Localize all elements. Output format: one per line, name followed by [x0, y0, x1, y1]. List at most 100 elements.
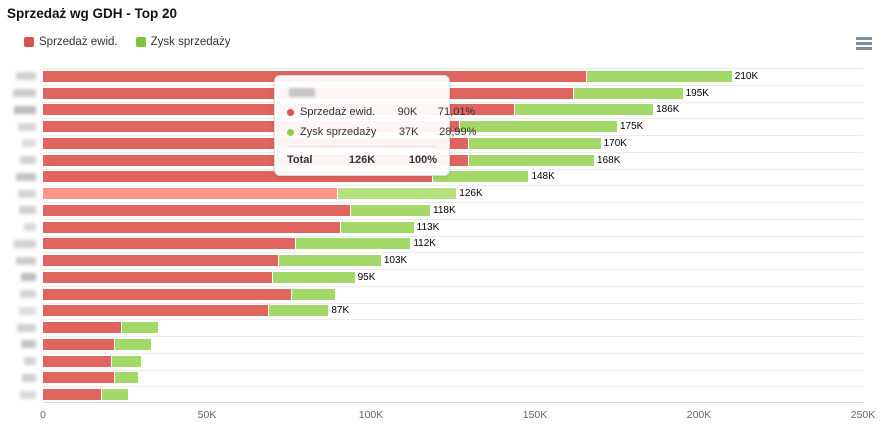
category-label-redacted [19, 206, 36, 215]
category-label-redacted [21, 273, 36, 282]
bar-segment-sprzedaz[interactable] [43, 338, 116, 350]
bar-segment-sprzedaz[interactable] [43, 389, 103, 401]
bar-segment-zysk[interactable] [341, 221, 414, 233]
gridline [43, 202, 863, 203]
tooltip-total-row: Total 126K 100% [287, 154, 437, 166]
tooltip-percent: 28,99% [439, 126, 477, 138]
x-axis-tick-label: 0 [40, 409, 46, 421]
bar-segment-zysk[interactable] [295, 238, 411, 250]
legend-item-zysk[interactable]: Zysk sprzedaży [135, 36, 231, 48]
legend-swatch-red [24, 37, 34, 47]
x-axis-tick-label: 50K [197, 409, 217, 421]
bar-segment-sprzedaz[interactable] [43, 372, 116, 384]
bar-segment-zysk[interactable] [111, 355, 142, 367]
tooltip: Sprzedaż ewid. 90K 71,01% Zysk sprzedaży… [274, 75, 476, 176]
gridline [43, 386, 863, 388]
bar-segment-sprzedaz[interactable] [43, 255, 280, 267]
bar-segment-zysk[interactable] [292, 288, 335, 300]
bar-segment-sprzedaz[interactable] [43, 238, 296, 250]
gridline [43, 336, 863, 337]
bar-segment-zysk[interactable] [102, 389, 129, 401]
bar-segment-sprzedaz[interactable] [43, 204, 352, 216]
bar-segment-zysk[interactable] [459, 121, 617, 133]
bar-segment-sprzedaz[interactable] [43, 355, 112, 367]
tooltip-row-zysk: Zysk sprzedaży 37K 28,99% [287, 126, 476, 138]
bar-total-label: 170K [603, 137, 627, 149]
gridline [43, 352, 863, 354]
category-label-redacted [20, 290, 36, 299]
bar-segment-sprzedaz[interactable] [43, 154, 470, 166]
category-label-redacted [17, 323, 36, 332]
category-label-redacted [18, 122, 36, 131]
bar-total-label: 195K [685, 87, 709, 99]
category-label-redacted [20, 390, 36, 399]
category-label-redacted [16, 72, 36, 81]
bar-segment-zysk[interactable] [587, 70, 732, 82]
green-dot-icon [287, 128, 294, 136]
gridline [43, 135, 863, 136]
category-label-redacted [16, 256, 36, 265]
bar-segment-zysk[interactable] [433, 171, 529, 183]
x-axis-tick-label: 100K [358, 409, 384, 421]
tooltip-total-percent: 100% [408, 154, 437, 166]
bar-total-label: 210K [734, 70, 759, 82]
gridline [43, 369, 863, 371]
bar-segment-sprzedaz[interactable] [43, 288, 293, 300]
bar-segment-zysk[interactable] [338, 188, 457, 200]
bar-segment-sprzedaz[interactable] [43, 137, 470, 149]
gridline [43, 285, 863, 287]
bar-segment-zysk[interactable] [469, 154, 595, 166]
category-label-redacted [14, 105, 36, 114]
x-axis-tick-label: 150K [522, 409, 548, 421]
bar-segment-sprzedaz[interactable] [43, 171, 434, 183]
category-label-redacted [14, 239, 36, 248]
bar-segment-sprzedaz[interactable] [43, 188, 339, 200]
gridline [43, 185, 863, 187]
category-label-redacted [19, 306, 36, 315]
bar-segment-sprzedaz[interactable] [43, 121, 460, 133]
category-label-redacted [21, 340, 36, 349]
legend: Sprzedaż ewid. Zysk sprzedaży [24, 36, 231, 48]
bar-segment-sprzedaz[interactable] [43, 322, 122, 334]
bar-segment-zysk[interactable] [469, 137, 601, 149]
chart-title: Sprzedaż wg GDH - Top 20 [7, 6, 178, 21]
red-dot-icon [287, 108, 294, 116]
bar-total-label: 118K [433, 204, 456, 216]
legend-swatch-green [135, 37, 146, 47]
category-label-redacted [22, 373, 36, 382]
bar-segment-sprzedaz[interactable] [43, 221, 342, 233]
bar-total-label: 148K [531, 171, 555, 183]
tooltip-redacted-header [289, 88, 315, 97]
bar-segment-zysk[interactable] [272, 271, 355, 283]
bar-segment-zysk[interactable] [515, 104, 654, 116]
hamburger-icon[interactable] [856, 37, 872, 50]
tooltip-row-sprzedaz: Sprzedaż ewid. 90K 71,01% [287, 106, 475, 118]
gridline [43, 168, 863, 170]
category-label-redacted [13, 89, 36, 98]
tooltip-percent: 71,01% [437, 106, 476, 118]
bar-segment-zysk[interactable] [121, 322, 158, 334]
gridline [43, 235, 863, 237]
gridline [43, 218, 863, 220]
tooltip-series-name: Sprzedaż ewid. [300, 106, 376, 118]
bar-segment-sprzedaz[interactable] [43, 305, 270, 317]
bar-segment-zysk[interactable] [115, 338, 152, 350]
x-axis-labels: 0 50K 100K 150K 200K 250K [40, 409, 875, 423]
gridline [43, 68, 863, 69]
legend-item-sprzedaz[interactable]: Sprzedaż ewid. [24, 36, 118, 48]
bar-segment-zysk[interactable] [351, 204, 431, 216]
legend-label: Sprzedaż ewid. [39, 36, 118, 48]
bar-segment-zysk[interactable] [279, 255, 381, 267]
tooltip-series-name: Zysk sprzedaży [300, 126, 377, 138]
bar-segment-zysk[interactable] [269, 305, 329, 317]
bar-total-label: 175K [620, 121, 644, 133]
bar-total-label: 168K [597, 154, 621, 166]
bar-segment-sprzedaz[interactable] [43, 271, 273, 283]
bar-segment-zysk[interactable] [115, 372, 139, 384]
category-label-redacted [18, 189, 36, 198]
category-label-redacted [20, 156, 36, 165]
x-axis-tick-label: 200K [686, 409, 712, 421]
gridline [43, 151, 863, 153]
bar-segment-zysk[interactable] [574, 87, 683, 99]
